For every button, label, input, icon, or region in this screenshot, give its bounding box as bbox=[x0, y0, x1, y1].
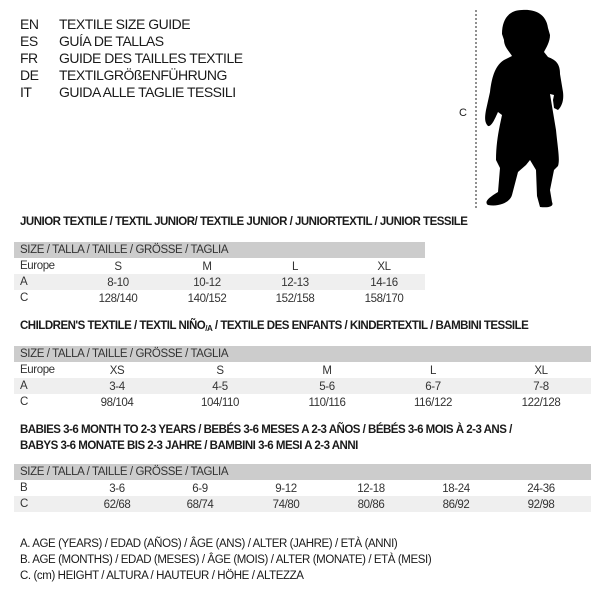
table-row: Europe S M L XL bbox=[14, 258, 425, 274]
table-row: C 98/104 104/110 110/116 116/122 122/128 bbox=[14, 394, 591, 410]
cell: 122/128 bbox=[521, 397, 561, 409]
title-text: / TEXTILE DES ENFANTS / KINDERTEXTIL / B… bbox=[212, 320, 529, 332]
cell: S bbox=[114, 261, 122, 273]
language-row-de: DE TEXTILGRÖßENFÜHRUNG bbox=[20, 67, 227, 84]
lang-title: TEXTILE SIZE GUIDE bbox=[59, 16, 191, 32]
cell: XS bbox=[109, 365, 125, 377]
cell: 7-8 bbox=[533, 381, 549, 393]
cell: 5-6 bbox=[319, 381, 335, 393]
cell: 12-18 bbox=[357, 483, 385, 495]
cell: 9-12 bbox=[275, 483, 297, 495]
legend-b: B. AGE (MONTHS) / EDAD (MESES) / ÂGE (MO… bbox=[20, 554, 432, 566]
row-label: A bbox=[20, 380, 28, 392]
cell: 80/86 bbox=[357, 499, 385, 511]
lang-title: GUIDA ALLE TAGLIE TESSILI bbox=[59, 84, 236, 100]
height-measure-label: C bbox=[459, 107, 467, 119]
cell: 62/68 bbox=[103, 499, 131, 511]
row-label: C bbox=[20, 396, 28, 408]
cell: 140/152 bbox=[187, 293, 227, 305]
cell: 14-16 bbox=[370, 277, 398, 289]
legend-a: A. AGE (YEARS) / EDAD (AÑOS) / ÂGE (ANS)… bbox=[20, 538, 398, 550]
cell: 110/116 bbox=[308, 397, 346, 409]
cell: 86/92 bbox=[442, 499, 470, 511]
child-silhouette-icon bbox=[475, 9, 564, 208]
table-header: SIZE / TALLA / TAILLE / GRÖSSE / TAGLIA bbox=[14, 346, 591, 362]
title-subscript: /A bbox=[205, 324, 213, 333]
cell: M bbox=[322, 365, 332, 377]
cell: S bbox=[216, 365, 224, 377]
children-size-table: SIZE / TALLA / TAILLE / GRÖSSE / TAGLIA … bbox=[14, 346, 591, 410]
title-text: CHILDREN'S TEXTILE / TEXTIL NIÑO bbox=[20, 320, 206, 332]
language-row-en: EN TEXTILE SIZE GUIDE bbox=[20, 16, 191, 33]
cell: 158/170 bbox=[364, 293, 404, 305]
cell: 128/140 bbox=[98, 293, 138, 305]
legend-c: C. (cm) HEIGHT / ALTURA / HAUTEUR / HÖHE… bbox=[20, 570, 304, 582]
cell: 6-7 bbox=[425, 381, 441, 393]
language-row-it: IT GUIDA ALLE TAGLIE TESSILI bbox=[20, 84, 236, 101]
babies-title-line1: BABIES 3-6 MONTH TO 2-3 YEARS / BEBÉS 3-… bbox=[20, 424, 512, 436]
cell: 104/110 bbox=[201, 397, 239, 409]
cell: 116/122 bbox=[414, 397, 452, 409]
table-header: SIZE / TALLA / TAILLE / GRÖSSE / TAGLIA bbox=[14, 242, 425, 258]
children-title: CHILDREN'S TEXTILE / TEXTIL NIÑO/A / TEX… bbox=[20, 320, 529, 333]
babies-size-table: SIZE / TALLA / TAILLE / GRÖSSE / TAGLIA … bbox=[14, 464, 591, 512]
lang-code: FR bbox=[20, 50, 38, 66]
cell: 8-10 bbox=[107, 277, 129, 289]
lang-code: EN bbox=[20, 16, 39, 32]
row-label: C bbox=[20, 292, 28, 304]
cell: 10-12 bbox=[193, 277, 221, 289]
table-row: Europe XS S M L XL bbox=[14, 362, 591, 378]
junior-title: JUNIOR TEXTILE / TEXTIL JUNIOR/ TEXTILE … bbox=[20, 216, 468, 228]
lang-code: DE bbox=[20, 67, 39, 83]
lang-title: GUÍA DE TALLAS bbox=[59, 33, 164, 49]
junior-size-table: SIZE / TALLA / TAILLE / GRÖSSE / TAGLIA … bbox=[14, 242, 425, 306]
cell: 18-24 bbox=[442, 483, 470, 495]
table-row: A 3-4 4-5 5-6 6-7 7-8 bbox=[14, 378, 591, 394]
table-header: SIZE / TALLA / TAILLE / GRÖSSE / TAGLIA bbox=[14, 464, 591, 480]
table-row: A 8-10 10-12 12-13 14-16 bbox=[14, 274, 425, 290]
cell: 152/158 bbox=[275, 293, 315, 305]
cell: XL bbox=[377, 261, 391, 273]
table-row: B 3-6 6-9 9-12 12-18 18-24 24-36 bbox=[14, 480, 591, 496]
language-row-es: ES GUÍA DE TALLAS bbox=[20, 33, 164, 50]
cell: XL bbox=[534, 365, 548, 377]
lang-title: GUIDE DES TAILLES TEXTILE bbox=[59, 50, 243, 66]
cell: 92/98 bbox=[527, 499, 555, 511]
cell: 3-4 bbox=[109, 381, 125, 393]
lang-title: TEXTILGRÖßENFÜHRUNG bbox=[59, 67, 227, 83]
cell: L bbox=[430, 365, 436, 377]
row-label: B bbox=[20, 482, 28, 494]
language-row-fr: FR GUIDE DES TAILLES TEXTILE bbox=[20, 50, 243, 67]
lang-code: IT bbox=[20, 84, 32, 100]
cell: M bbox=[202, 261, 212, 273]
cell: 12-13 bbox=[281, 277, 309, 289]
cell: 4-5 bbox=[212, 381, 228, 393]
cell: L bbox=[292, 261, 298, 273]
table-row: C 62/68 68/74 74/80 80/86 86/92 92/98 bbox=[14, 496, 591, 512]
child-body bbox=[485, 9, 564, 208]
lang-code: ES bbox=[20, 33, 38, 49]
cell: 3-6 bbox=[109, 483, 125, 495]
row-label: Europe bbox=[20, 364, 55, 376]
row-label: C bbox=[20, 498, 28, 510]
babies-title-line2: BABYS 3-6 MONATE BIS 2-3 JAHRE / BAMBINI… bbox=[20, 440, 358, 452]
cell: 74/80 bbox=[272, 499, 300, 511]
row-label: Europe bbox=[20, 260, 55, 272]
cell: 98/104 bbox=[100, 397, 134, 409]
cell: 24-36 bbox=[527, 483, 555, 495]
row-label: A bbox=[20, 276, 28, 288]
table-row: C 128/140 140/152 152/158 158/170 bbox=[14, 290, 425, 306]
cell: 6-9 bbox=[192, 483, 208, 495]
cell: 68/74 bbox=[186, 499, 214, 511]
